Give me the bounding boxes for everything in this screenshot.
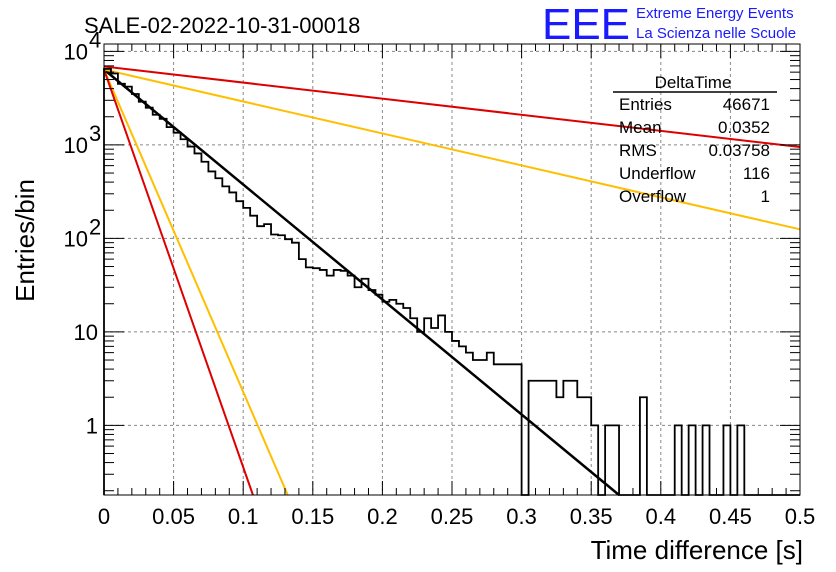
histogram bbox=[103, 67, 800, 496]
x-tick-labels: 0 0.05 0.1 0.15 0.2 0.25 0.3 0.35 0.4 0.45 0.5 bbox=[98, 504, 815, 529]
y-tick-label: 1 bbox=[86, 413, 98, 438]
y-tick-label: 10 bbox=[64, 133, 88, 158]
x-tick-label: 0.35 bbox=[570, 504, 613, 529]
x-tick-label: 0.3 bbox=[506, 504, 537, 529]
stats-value: 0.0352 bbox=[718, 118, 770, 137]
histogram-outline bbox=[103, 67, 800, 496]
stats-value: 116 bbox=[743, 164, 770, 183]
x-tick-label: 0.2 bbox=[367, 504, 398, 529]
axis-ticks bbox=[103, 44, 801, 495]
x-tick-label: 0.15 bbox=[291, 504, 334, 529]
stats-label: Underflow bbox=[619, 164, 696, 183]
y-tick-label: 10 bbox=[64, 39, 88, 64]
y-axis-label: Entries/bin bbox=[10, 179, 40, 302]
logo-line-2: La Scienza nelle Scuole bbox=[636, 25, 796, 42]
x-tick-label: 0.05 bbox=[152, 504, 195, 529]
eee-logo: EEE Extreme Energy Events La Scienza nel… bbox=[542, 0, 796, 49]
x-tick-label: 0.4 bbox=[646, 504, 677, 529]
stats-box: DeltaTime Entries 46671 Mean 0.0352 RMS … bbox=[613, 73, 777, 206]
y-tick-exponent: 3 bbox=[89, 121, 101, 146]
x-tick-label: 0.1 bbox=[228, 504, 259, 529]
logo-mark: EEE bbox=[542, 0, 630, 49]
stats-box-title: DeltaTime bbox=[655, 73, 732, 92]
fit-line-lower-bound-2 bbox=[103, 69, 254, 496]
fit-line-lower-bound-1 bbox=[103, 69, 289, 496]
x-tick-label: 0.25 bbox=[431, 504, 474, 529]
stats-value: 46671 bbox=[723, 95, 770, 114]
y-tick-label: 10 bbox=[64, 226, 88, 251]
stats-value: 0.03758 bbox=[709, 141, 770, 160]
y-tick-exponent: 2 bbox=[89, 214, 101, 239]
x-tick-label: 0.45 bbox=[709, 504, 752, 529]
fit-line-upper-bound-2 bbox=[103, 65, 801, 148]
stats-label: RMS bbox=[619, 141, 657, 160]
x-tick-label: 0 bbox=[98, 504, 110, 529]
chart-title: SALE-02-2022-10-31-00018 bbox=[84, 13, 360, 38]
logo-line-1: Extreme Energy Events bbox=[636, 5, 794, 22]
stats-value: 1 bbox=[761, 187, 770, 206]
x-axis-label: Time difference [s] bbox=[591, 535, 803, 565]
y-tick-label: 10 bbox=[74, 320, 98, 345]
stats-label: Overflow bbox=[619, 187, 687, 206]
y-tick-exponent: 4 bbox=[89, 27, 101, 52]
stats-label: Mean bbox=[619, 118, 662, 137]
fit-line-upper-bound-1 bbox=[103, 68, 801, 231]
stats-label: Entries bbox=[619, 95, 672, 114]
x-tick-label: 0.5 bbox=[785, 504, 816, 529]
